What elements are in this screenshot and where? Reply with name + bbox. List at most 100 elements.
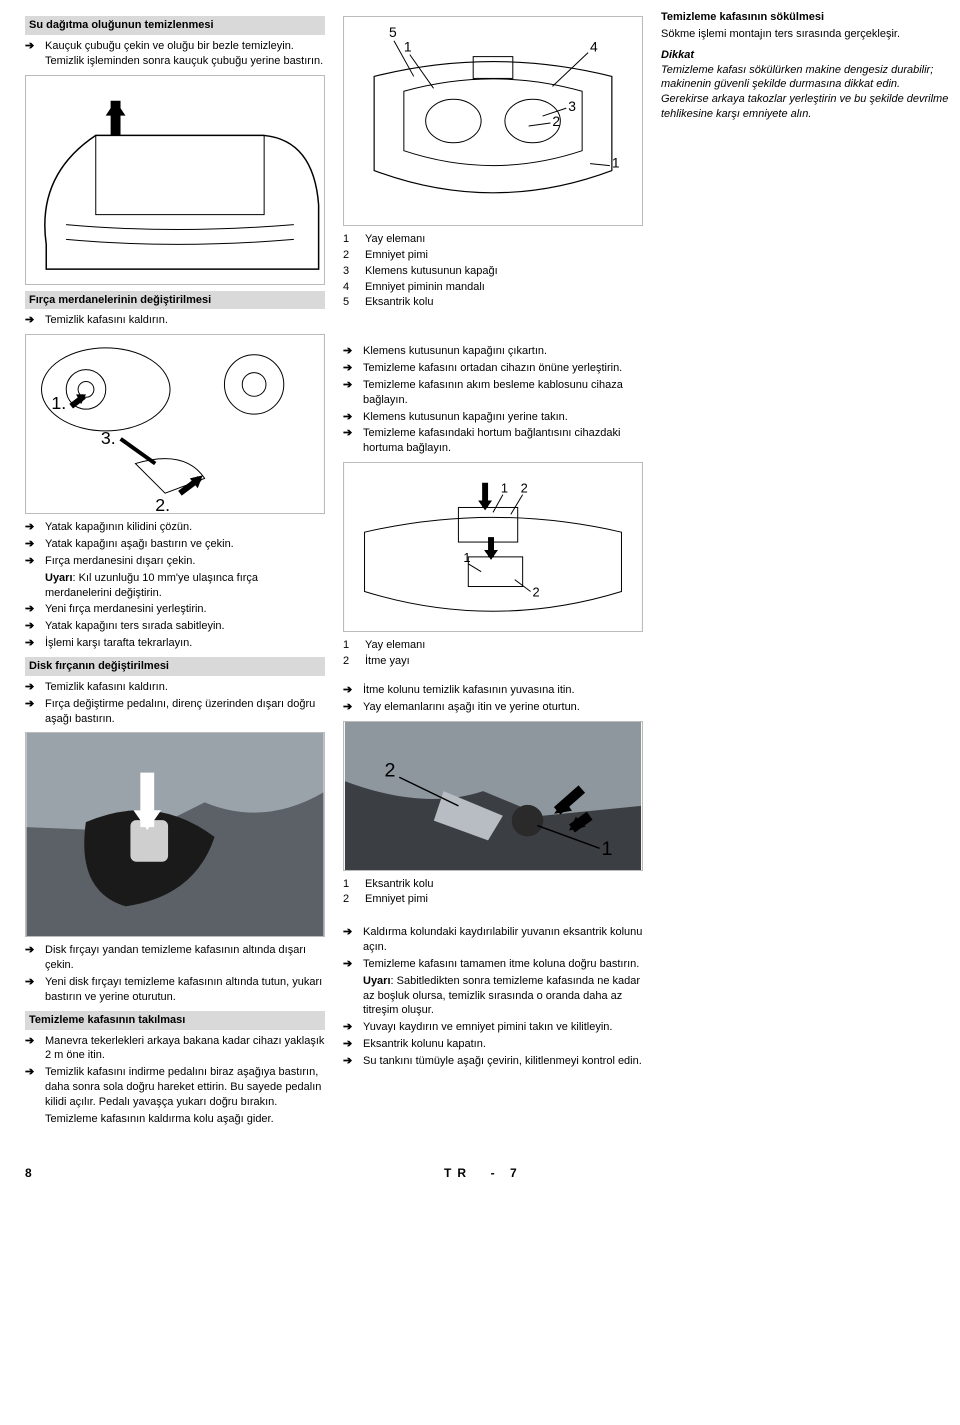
arrow-item: ➔Temizleme kafasını ortadan cihazın önün… — [343, 361, 643, 376]
page-footer: 8 TR - 7 — [25, 1165, 935, 1181]
arrow-icon: ➔ — [25, 602, 39, 617]
arrow-icon: ➔ — [343, 378, 357, 408]
para: Sökme işlemi montajın ters sırasında ger… — [661, 27, 951, 42]
callout-5: 5 — [389, 24, 397, 40]
arrow-item: ➔Disk fırçayı yandan temizleme kafasının… — [25, 943, 325, 973]
callout-3: 3 — [568, 98, 576, 114]
item-text: Fırça değiştirme pedalını, direnç üzerin… — [45, 697, 325, 727]
item-text: Temizlik kafasını kaldırın. — [45, 680, 325, 695]
arrow-item: ➔Yeni disk fırçayı temizleme kafasının a… — [25, 975, 325, 1005]
arrow-item: ➔ Yeni fırça merdanesini yerleştirin. — [25, 602, 325, 617]
callout-3: 3. — [101, 428, 116, 448]
arrow-icon: ➔ — [343, 361, 357, 376]
arrow-icon: ➔ — [25, 313, 39, 328]
item-text: İtme kolunu temizlik kafasının yuvasına … — [363, 683, 643, 698]
caution-heading: Dikkat — [661, 48, 951, 63]
arrow-item: ➔ İtme kolunu temizlik kafasının yuvasına… — [343, 683, 643, 698]
item-text: Yeni fırça merdanesini yerleştirin. — [45, 602, 325, 617]
item-text: Yatak kapağını aşağı bastırın ve çekin. — [45, 537, 325, 552]
item-text: Klemens kutusunun kapağını yerine takın. — [363, 410, 643, 425]
arrow-item: ➔ Eksantrik kolunu kapatın. — [343, 1037, 643, 1052]
sect-head-install: Temizleme kafasının takılması — [25, 1011, 325, 1030]
col-left: Su dağıtma oluğunun temizlenmesi ➔ Kauçu… — [25, 10, 325, 1129]
arrow-item: ➔Fırça merdanesini dışarı çekin. — [25, 554, 325, 569]
arrow-icon: ➔ — [25, 975, 39, 1005]
callout-1b: 1 — [463, 550, 470, 565]
item-text: Su tankını tümüyle aşağı çevirin, kilitl… — [363, 1054, 643, 1069]
page-left: 8 — [25, 1165, 32, 1181]
item-text: Temizlik kafasını kaldırın. — [45, 313, 325, 328]
arrow-icon: ➔ — [343, 925, 357, 955]
arrow-item: ➔ Klemens kutusunun kapağını yerine takın… — [343, 410, 643, 425]
item-text: Temizleme kafasının kaldırma kolu aşağı … — [45, 1112, 325, 1127]
arrow-item: ➔ Su tankını tümüyle aşağı çevirin, kilit… — [343, 1054, 643, 1069]
arrow-icon: ➔ — [343, 683, 357, 698]
arrow-item: ➔ Temizleme kafasını tamamen itme koluna … — [343, 957, 643, 972]
arrow-icon: ➔ — [25, 619, 39, 634]
callout-1: 1 — [404, 39, 412, 55]
sect-brush-roller: Fırça merdanelerinin değiştirilmesi — [25, 291, 325, 310]
arrow-item: ➔Temizleme kafasının akım besleme kablos… — [343, 378, 643, 408]
arrow-icon: ➔ — [343, 957, 357, 972]
arrow-item: ➔Temizlik kafasını indirme pedalını bira… — [25, 1065, 325, 1110]
arrow-icon: ➔ — [343, 1054, 357, 1069]
callout-2: 2 — [384, 759, 395, 781]
diagram-rubber-strip — [25, 75, 325, 285]
top-row: Su dağıtma oluğunun temizlenmesi ➔ Kauçu… — [25, 10, 935, 1129]
item-text: Eksantrik kolunu kapatın. — [363, 1037, 643, 1052]
legend-2: 1Yay elemanı 2İtme yayı — [343, 638, 643, 669]
item-text: Temizleme kafasının akım besleme kablosu… — [363, 378, 643, 408]
item-text: Uyarı: Kıl uzunluğu 10 mm'ye ulaşınca fı… — [45, 571, 325, 601]
legend-1: 1Yay elemanı 2Emniyet pimi 3Klemens kutu… — [343, 232, 643, 310]
arrow-icon: ➔ — [343, 1020, 357, 1035]
arrow-icon: ➔ — [343, 426, 357, 456]
arrow-icon: ➔ — [25, 943, 39, 973]
item-text: Yatak kapağını ters sırada sabitleyin. — [45, 619, 325, 634]
arrow-icon: ➔ — [25, 636, 39, 651]
item-text: Yeni disk fırçayı temizleme kafasının al… — [45, 975, 325, 1005]
arrow-item: ➔Manevra tekerlekleri arkaya bakana kada… — [25, 1034, 325, 1064]
item-text: Temizleme kafasını tamamen itme koluna d… — [363, 957, 643, 972]
arrow-icon: ➔ — [25, 554, 39, 569]
page-center: TR - 7 — [32, 1165, 935, 1181]
item-text: Yatak kapağının kilidini çözün. — [45, 520, 325, 535]
item-text: Yuvayı kaydırın ve emniyet pimini takın … — [363, 1020, 643, 1035]
callout-1b: 1 — [612, 155, 620, 171]
sect-head-remove-title: Temizleme kafasının sökülmesi — [661, 10, 951, 25]
arrow-item: ➔Fırça değiştirme pedalını, direnç üzeri… — [25, 697, 325, 727]
diagram-brush-change: 1. 3. 2. — [25, 334, 325, 514]
arrow-icon: ➔ — [343, 700, 357, 715]
item-text: Temizlik kafasını indirme pedalını biraz… — [45, 1065, 325, 1110]
callout-1: 1. — [51, 393, 66, 413]
para: Temizleme kafası sökülürken makine denge… — [661, 63, 951, 93]
arrow-item: ➔ Yatak kapağının kilidini çözün. — [25, 520, 325, 535]
item-text: Uyarı: Sabitledikten sonra temizleme kaf… — [363, 974, 643, 1019]
item-text: Kauçuk çubuğu çekin ve oluğu bir bezle t… — [45, 39, 325, 69]
para: Gerekirse arkaya takozlar yerleştirin ve… — [661, 92, 951, 122]
callout-1: 1 — [501, 481, 508, 496]
diagram-head-top: 5 1 4 3 2 1 — [343, 16, 643, 226]
arrow-item: ➔ Kauçuk çubuğu çekin ve oluğu bir bezle… — [25, 39, 325, 69]
sect-disk-brush: Disk fırçanın değiştirilmesi — [25, 657, 325, 676]
arrow-icon: ➔ — [25, 520, 39, 535]
arrow-item: Temizleme kafasının kaldırma kolu aşağı … — [25, 1112, 325, 1127]
legend-3: 1Eksantrik kolu 2Emniyet pimi — [343, 877, 643, 908]
item-text: İşlemi karşı tarafta tekrarlayın. — [45, 636, 325, 651]
arrow-item: ➔ Temizlik kafasını kaldırın. — [25, 680, 325, 695]
sect-water-channel: Su dağıtma oluğunun temizlenmesi — [25, 16, 325, 35]
arrow-item: ➔ Yuvayı kaydırın ve emniyet pimini takın… — [343, 1020, 643, 1035]
col-middle: 5 1 4 3 2 1 1Yay elemanı 2Emniyet pimi — [343, 10, 643, 1129]
arrow-item: Uyarı: Sabitledikten sonra temizleme kaf… — [343, 974, 643, 1019]
item-text: Klemens kutusunun kapağını çıkartın. — [363, 344, 643, 359]
arrow-icon: ➔ — [25, 680, 39, 695]
arrow-item: Uyarı: Kıl uzunluğu 10 mm'ye ulaşınca fı… — [25, 571, 325, 601]
arrow-icon: ➔ — [25, 697, 39, 727]
arrow-item: ➔ Yatak kapağını ters sırada sabitleyin. — [25, 619, 325, 634]
callout-4: 4 — [590, 39, 598, 55]
arrow-item: ➔Temizleme kafasındaki hortum bağlantısı… — [343, 426, 643, 456]
item-text: Manevra tekerlekleri arkaya bakana kadar… — [45, 1034, 325, 1064]
arrow-icon: ➔ — [343, 410, 357, 425]
item-text: Temizleme kafasındaki hortum bağlantısın… — [363, 426, 643, 456]
arrow-icon: ➔ — [25, 537, 39, 552]
arrow-icon: ➔ — [343, 1037, 357, 1052]
